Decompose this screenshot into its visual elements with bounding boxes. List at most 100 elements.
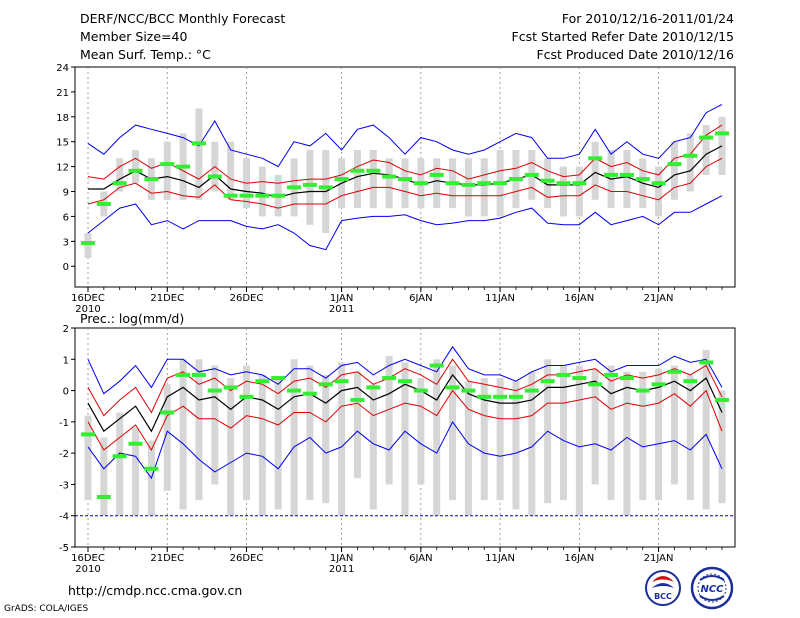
temperature-median-15 [318,185,333,190]
temperature-median-40 [715,131,729,136]
temperature-median-36 [651,181,666,186]
temperature-box-22 [433,158,441,209]
temperature-median-27 [508,177,523,182]
precipitation-box-10 [243,365,250,501]
temperature-ytick-label-0: 0 [63,262,69,273]
precipitation-box-36 [655,368,663,501]
temperature-box-30 [560,166,567,217]
precipitation-median-6 [176,372,191,377]
precipitation-xtick-sublabel-3: 2011 [329,564,354,575]
precipitation-box-37 [670,365,678,485]
temperature-box-32 [591,141,599,200]
precipitation-median-36 [651,382,666,387]
forecast-period: For 2010/12/16-2011/01/24 [561,11,734,26]
temperature-xtick-label-1: 21DEC [150,293,184,304]
precipitation-box-6 [179,359,187,510]
precipitation-median-21 [413,388,428,393]
variable-label: Mean Surf. Temp.: °C [80,47,211,62]
temperature-median-35 [635,177,650,182]
forecast-started-date: Fcst Started Refer Date 2010/12/15 [511,29,735,44]
ncc-logo-text: NCC [700,584,724,595]
temperature-box-24 [464,158,472,217]
temperature-box-19 [385,158,393,209]
precipitation-box-30 [560,365,567,501]
precipitation-xtick-label-0: 16DEC [71,553,105,564]
precipitation-xtick-label-6: 16JAN [564,553,594,564]
temperature-median-26 [493,181,508,186]
temperature-median-28 [524,172,539,177]
precipitation-box-1 [100,437,108,516]
temperature-box-39 [702,125,710,175]
precipitation-xtick-label-1: 21DEC [150,553,184,564]
temperature-median-5 [160,162,175,167]
grads-credit: GrADS: COLA/IGES [4,604,89,614]
precipitation-median-0 [81,432,95,437]
temperature-box-31 [575,166,583,217]
temperature-box-9 [227,141,235,200]
temperature-box-2 [116,158,124,192]
precipitation-xtick-sublabel-0: 2010 [75,564,100,575]
temperature-box-34 [623,150,631,209]
precipitation-median-31 [572,376,587,381]
footer-url[interactable]: http://cmdp.ncc.cma.gov.cn [68,583,243,598]
precipitation-box-18 [369,384,377,510]
temperature-median-37 [667,162,682,167]
precipitation-median-26 [493,394,508,399]
temperature-ytick-label-4: 12 [56,163,69,174]
precipitation-box-38 [686,374,694,501]
precipitation-box-32 [591,368,599,485]
precipitation-median-23 [445,385,460,390]
precipitation-line-upper [87,345,723,395]
precipitation-median-11 [255,379,270,384]
precipitation-box-39 [702,349,710,510]
temperature-xtick-sublabel-0: 2010 [75,304,100,315]
temperature-ytick-label-6: 18 [56,113,69,124]
precipitation-median-30 [556,372,571,377]
temperature-box-0 [84,233,92,258]
precipitation-median-1 [96,494,111,499]
temperature-box-29 [544,158,552,209]
temperature-ytick-label-8: 24 [56,63,69,74]
temperature-median-25 [477,181,492,186]
temperature-median-38 [683,153,698,158]
temperature-median-4 [144,177,159,182]
temperature-median-30 [556,181,571,186]
temperature-median-14 [302,182,317,187]
temperature-ytick-label-3: 9 [63,188,69,199]
temperature-median-9 [223,193,238,198]
precipitation-box-40 [718,390,726,504]
precipitation-ytick-label-0: -5 [59,543,69,554]
precipitation-median-24 [461,388,476,393]
temperature-median-21 [413,181,428,186]
precipitation-box-21 [417,378,425,485]
precipitation-box-17 [353,371,361,479]
precipitation-box-22 [433,359,441,516]
precipitation-median-17 [350,397,365,402]
temperature-median-2 [112,181,127,186]
temperature-box-7 [195,108,203,200]
temperature-median-33 [604,172,619,177]
precipitation-box-19 [385,356,393,485]
chart-title: DERF/NCC/BCC Monthly Forecast [80,11,286,26]
precipitation-ytick-label-4: -1 [59,418,69,429]
temperature-median-0 [81,241,95,245]
temperature-median-24 [461,182,476,187]
temperature-xtick-label-6: 16JAN [564,293,594,304]
precipitation-xtick-label-4: 6JAN [409,553,432,564]
temperature-xtick-sublabel-3: 2011 [329,304,354,315]
precipitation-median-16 [334,379,349,384]
precipitation-box-9 [227,378,235,516]
temperature-line-lower [87,195,723,251]
precipitation-xtick-label-5: 11JAN [485,553,515,564]
temperature-xtick-label-7: 21JAN [644,293,674,304]
precipitation-box-8 [211,365,219,485]
precipitation-box-11 [258,374,266,516]
temperature-median-22 [429,172,444,177]
precipitation-box-12 [274,378,282,510]
precipitation-median-28 [524,388,539,393]
temperature-box-38 [686,133,694,192]
precipitation-box-24 [464,381,472,516]
temperature-median-1 [96,201,111,206]
bcc-logo-text: BCC [654,592,672,601]
precipitation-median-12 [271,376,286,381]
